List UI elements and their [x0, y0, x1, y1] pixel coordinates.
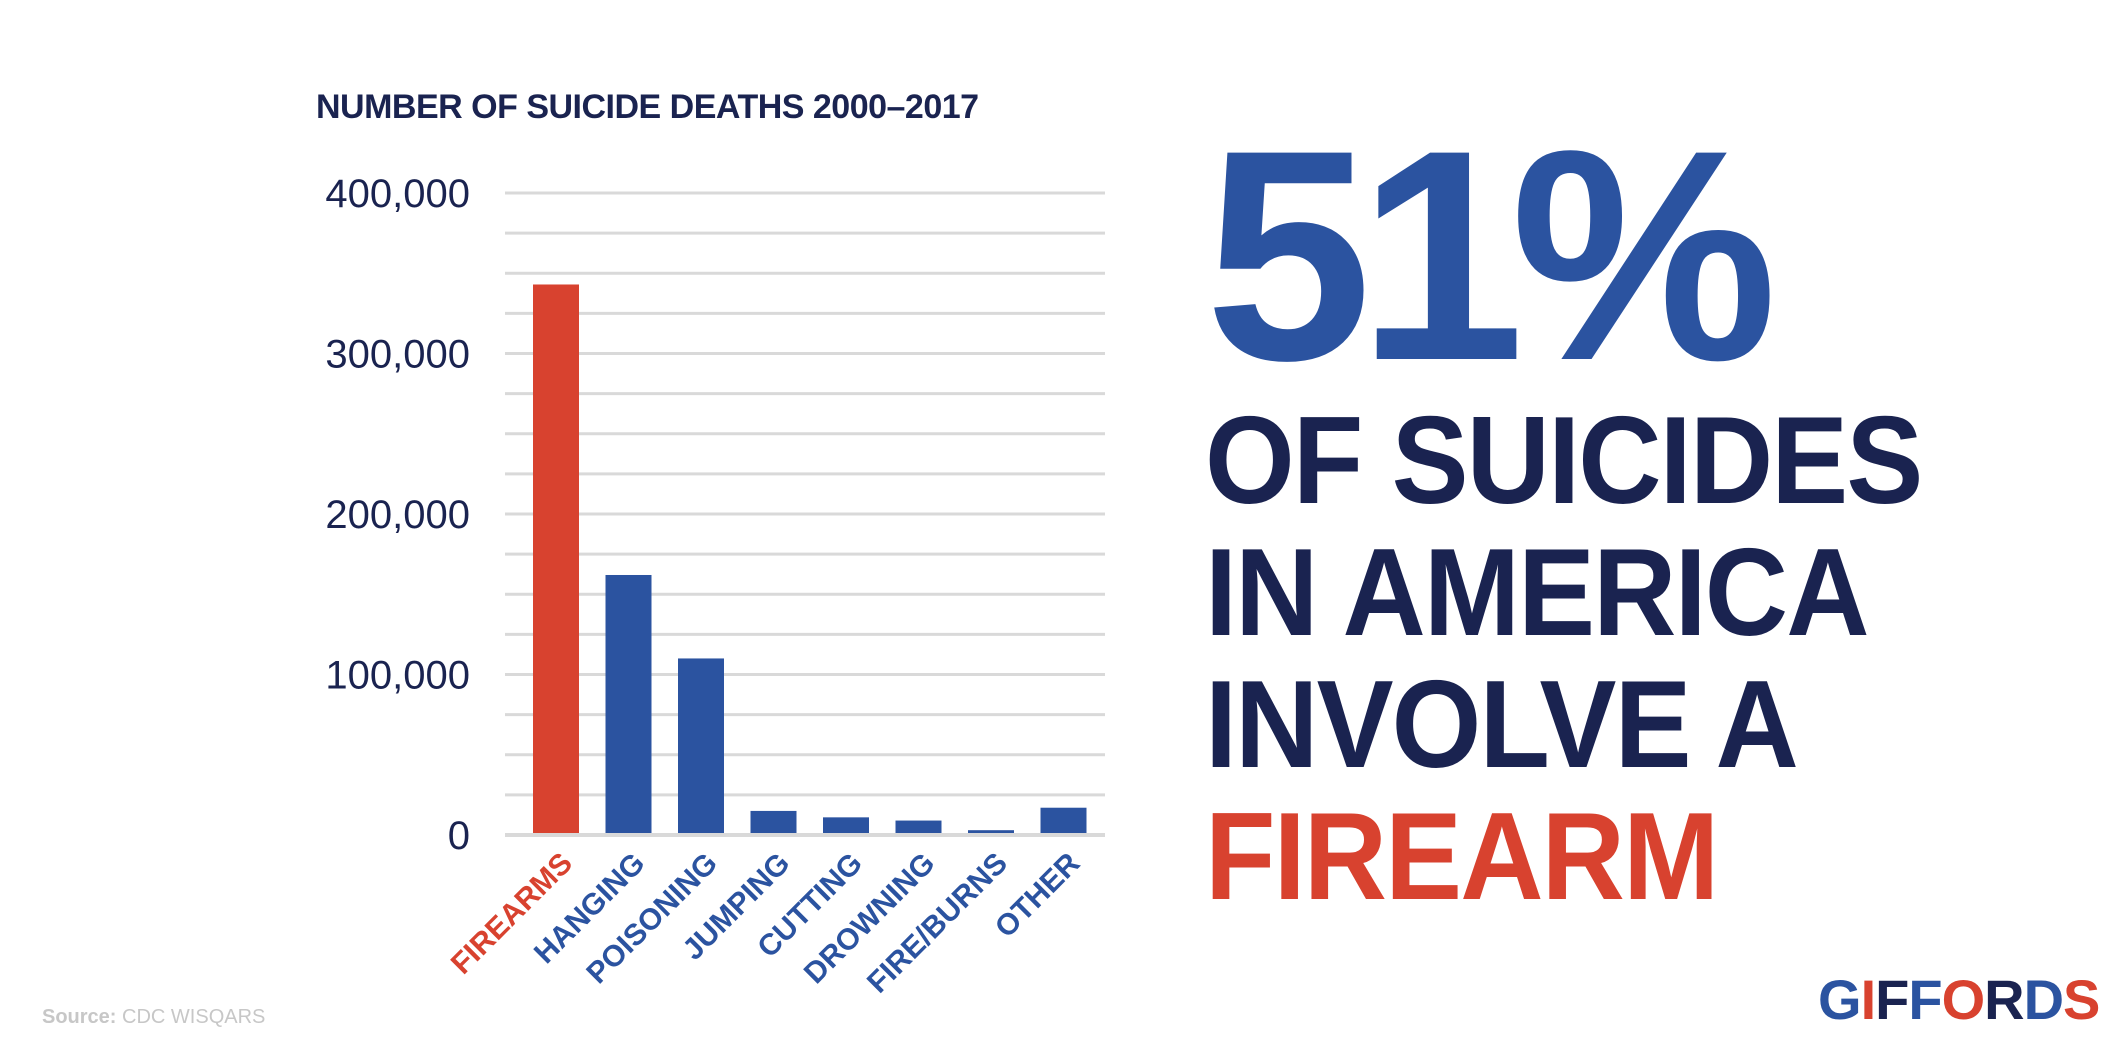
- logo-letter: D: [2023, 968, 2064, 1031]
- headline-stat: 51%: [1205, 87, 1777, 423]
- y-tick-label: 0: [448, 814, 470, 858]
- bar-fire-burns: [968, 830, 1014, 835]
- headline-accent-line: FIREARM: [1205, 788, 1719, 926]
- logo-letter: I: [1860, 968, 1877, 1031]
- source-text: CDC WISQARS: [122, 1006, 266, 1028]
- bar-drowning: [895, 820, 942, 835]
- y-tick-label: 400,000: [325, 172, 470, 216]
- headline-line-2: IN AMERICA: [1205, 524, 1869, 662]
- headline-line-1: OF SUICIDES: [1205, 392, 1923, 530]
- headline-block: 51% OF SUICIDES IN AMERICA INVOLVE A FIR…: [1205, 87, 2075, 926]
- y-tick-label: 200,000: [325, 493, 470, 537]
- logo-letter: S: [2063, 968, 2100, 1031]
- source-note: Source: CDC WISQARS: [42, 1006, 265, 1029]
- logo-letter: O: [1941, 968, 1986, 1031]
- y-tick-label: 300,000: [325, 333, 470, 377]
- logo-letter: F: [1875, 968, 1909, 1031]
- bar-poisoning: [678, 658, 724, 835]
- chart-title: NUMBER OF SUICIDE DEATHS 2000–2017: [316, 88, 979, 126]
- bar-firearms: [533, 284, 579, 835]
- bar-cutting: [823, 817, 869, 835]
- bar-hanging: [605, 574, 652, 835]
- bar-jumping: [750, 810, 797, 835]
- logo-letter: G: [1818, 968, 1862, 1031]
- logo-letter: R: [1984, 968, 2024, 1031]
- y-tick-label: 100,000: [325, 654, 470, 698]
- logo-letter: F: [1908, 968, 1942, 1031]
- headline-line-3: INVOLVE A: [1205, 656, 1799, 794]
- source-label: Source:: [42, 1006, 117, 1028]
- bar-other: [1040, 807, 1087, 835]
